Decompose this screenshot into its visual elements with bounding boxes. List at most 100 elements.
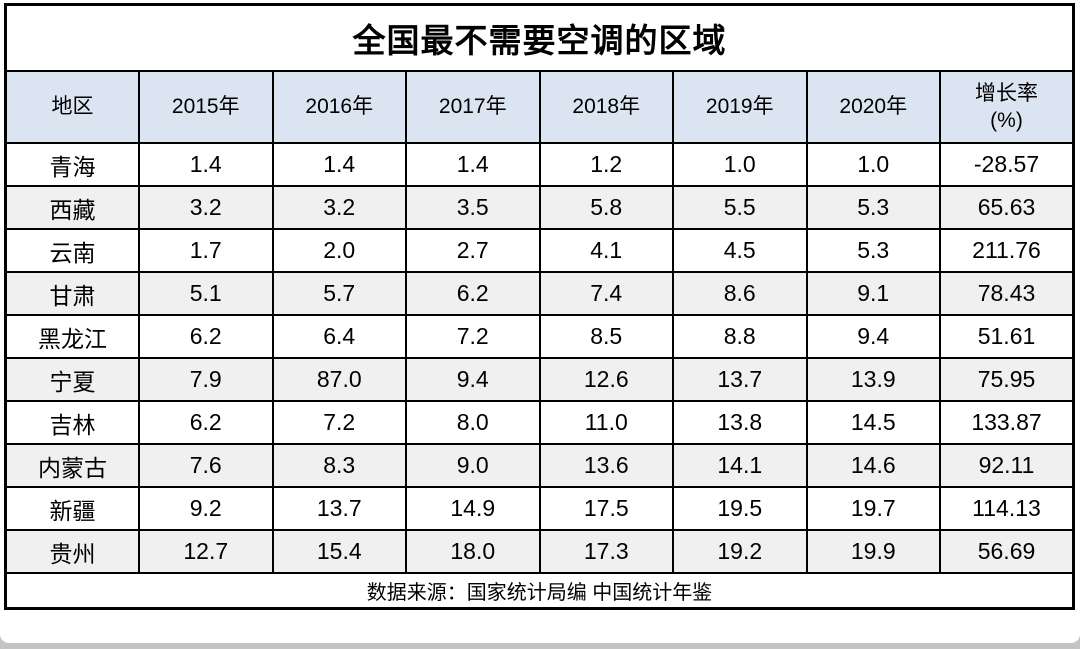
value-cell: 1.0 — [672, 142, 808, 187]
table-body: 青海 1.4 1.4 1.4 1.2 1.0 1.0 -28.57 西藏 3.2 3.2 3.5 5.8… — [4, 142, 1075, 574]
growth-cell: 51.61 — [939, 314, 1075, 359]
value-cell: 1.7 — [138, 228, 274, 273]
header-row: 地区 2015年 2016年 2017年 2018年 2019年 2020年 增长率 (%) — [4, 70, 1075, 144]
region-cell: 吉林 — [4, 400, 140, 445]
aircon-stats-table: 全国最不需要空调的区域 地区 2015年 2016年 2017年 2018年 2019年 2… — [4, 3, 1075, 610]
table-row: 内蒙古 7.6 8.3 9.0 13.6 14.1 14.6 92.11 — [4, 443, 1075, 488]
value-cell: 7.4 — [538, 271, 674, 316]
value-cell: 12.6 — [538, 357, 674, 402]
value-cell: 4.1 — [538, 228, 674, 273]
region-cell: 内蒙古 — [4, 443, 140, 488]
growth-cell: 133.87 — [939, 400, 1075, 445]
column-header: 2019年 — [672, 70, 808, 144]
region-cell: 黑龙江 — [4, 314, 140, 359]
table-row: 青海 1.4 1.4 1.4 1.2 1.0 1.0 -28.57 — [4, 142, 1075, 187]
value-cell: 13.8 — [672, 400, 808, 445]
column-header: 增长率 (%) — [939, 70, 1075, 144]
value-cell: 9.2 — [138, 486, 274, 531]
value-cell: 14.5 — [805, 400, 941, 445]
value-cell: 6.4 — [271, 314, 407, 359]
column-header-region: 地区 — [4, 70, 140, 144]
value-cell: 5.3 — [805, 185, 941, 230]
table-row: 西藏 3.2 3.2 3.5 5.8 5.5 5.3 65.63 — [4, 185, 1075, 230]
value-cell: 1.4 — [138, 142, 274, 187]
region-cell: 新疆 — [4, 486, 140, 531]
value-cell: 9.1 — [805, 271, 941, 316]
value-cell: 19.7 — [805, 486, 941, 531]
value-cell: 17.5 — [538, 486, 674, 531]
value-cell: 7.2 — [271, 400, 407, 445]
value-cell: 9.4 — [805, 314, 941, 359]
value-cell: 6.2 — [405, 271, 541, 316]
value-cell: 7.6 — [138, 443, 274, 488]
column-header: 2020年 — [805, 70, 941, 144]
value-cell: 18.0 — [405, 529, 541, 574]
value-cell: 9.4 — [405, 357, 541, 402]
value-cell: 1.4 — [405, 142, 541, 187]
value-cell: 6.2 — [138, 314, 274, 359]
value-cell: 8.0 — [405, 400, 541, 445]
column-header: 2018年 — [538, 70, 674, 144]
value-cell: 14.6 — [805, 443, 941, 488]
value-cell: 15.4 — [271, 529, 407, 574]
region-cell: 宁夏 — [4, 357, 140, 402]
value-cell: 1.4 — [271, 142, 407, 187]
growth-cell: 78.43 — [939, 271, 1075, 316]
value-cell: 9.0 — [405, 443, 541, 488]
value-cell: 11.0 — [538, 400, 674, 445]
value-cell: 3.2 — [138, 185, 274, 230]
table-row: 黑龙江 6.2 6.4 7.2 8.5 8.8 9.4 51.61 — [4, 314, 1075, 359]
value-cell: 13.9 — [805, 357, 941, 402]
value-cell: 6.2 — [138, 400, 274, 445]
region-cell: 西藏 — [4, 185, 140, 230]
value-cell: 5.8 — [538, 185, 674, 230]
value-cell: 1.0 — [805, 142, 941, 187]
data-source-text: 数据来源：国家统计局编 中国统计年鉴 — [4, 572, 1075, 610]
value-cell: 5.3 — [805, 228, 941, 273]
value-cell: 19.9 — [805, 529, 941, 574]
value-cell: 14.9 — [405, 486, 541, 531]
region-cell: 甘肃 — [4, 271, 140, 316]
growth-cell: 114.13 — [939, 486, 1075, 531]
growth-cell: 56.69 — [939, 529, 1075, 574]
table-row: 云南 1.7 2.0 2.7 4.1 4.5 5.3 211.76 — [4, 228, 1075, 273]
growth-cell: 75.95 — [939, 357, 1075, 402]
value-cell: 5.1 — [138, 271, 274, 316]
value-cell: 87.0 — [271, 357, 407, 402]
value-cell: 3.2 — [271, 185, 407, 230]
region-cell: 贵州 — [4, 529, 140, 574]
table-head: 全国最不需要空调的区域 地区 2015年 2016年 2017年 2018年 2019年 2… — [4, 3, 1075, 144]
table-row: 贵州 12.7 15.4 18.0 17.3 19.2 19.9 56.69 — [4, 529, 1075, 574]
title-row: 全国最不需要空调的区域 — [4, 3, 1075, 72]
region-cell: 云南 — [4, 228, 140, 273]
growth-cell: -28.57 — [939, 142, 1075, 187]
region-cell: 青海 — [4, 142, 140, 187]
table-foot: 数据来源：国家统计局编 中国统计年鉴 — [4, 572, 1075, 610]
column-header: 2017年 — [405, 70, 541, 144]
value-cell: 5.7 — [271, 271, 407, 316]
value-cell: 3.5 — [405, 185, 541, 230]
column-header: 2016年 — [271, 70, 407, 144]
value-cell: 13.6 — [538, 443, 674, 488]
value-cell: 7.9 — [138, 357, 274, 402]
growth-cell: 92.11 — [939, 443, 1075, 488]
value-cell: 19.2 — [672, 529, 808, 574]
value-cell: 7.2 — [405, 314, 541, 359]
table-row: 新疆 9.2 13.7 14.9 17.5 19.5 19.7 114.13 — [4, 486, 1075, 531]
value-cell: 8.5 — [538, 314, 674, 359]
value-cell: 13.7 — [271, 486, 407, 531]
value-cell: 2.7 — [405, 228, 541, 273]
table-row: 甘肃 5.1 5.7 6.2 7.4 8.6 9.1 78.43 — [4, 271, 1075, 316]
column-header: 2015年 — [138, 70, 274, 144]
value-cell: 4.5 — [672, 228, 808, 273]
growth-cell: 65.63 — [939, 185, 1075, 230]
value-cell: 5.5 — [672, 185, 808, 230]
value-cell: 14.1 — [672, 443, 808, 488]
value-cell: 17.3 — [538, 529, 674, 574]
growth-cell: 211.76 — [939, 228, 1075, 273]
value-cell: 8.8 — [672, 314, 808, 359]
value-cell: 8.6 — [672, 271, 808, 316]
value-cell: 1.2 — [538, 142, 674, 187]
value-cell: 8.3 — [271, 443, 407, 488]
